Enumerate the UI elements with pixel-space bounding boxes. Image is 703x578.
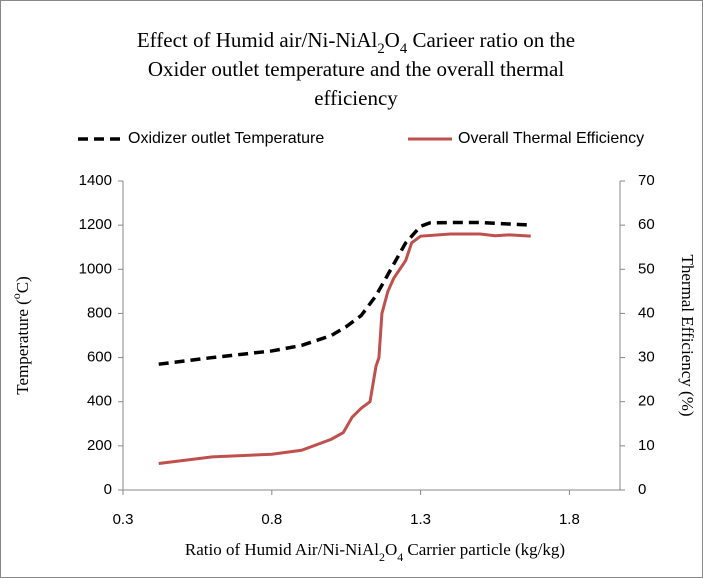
x-tick-label: 0.3 (113, 511, 134, 528)
y2-tick-label: 60 (638, 216, 655, 233)
y-axis-label: Temperature (oC) (9, 276, 32, 395)
chart-title: Oxider outlet temperature and the overal… (148, 57, 564, 81)
y2-tick-label: 10 (638, 437, 655, 454)
x-axis-label: Ratio of Humid Air/Ni-NiAl2O4 Carrier pa… (185, 540, 565, 564)
series-line (158, 220, 531, 366)
y2-tick-label: 20 (638, 393, 655, 410)
y-tick-label: 1200 (79, 216, 112, 233)
x-tick-label: 1.3 (410, 511, 431, 528)
y2-tick-label: 70 (638, 172, 655, 189)
y-tick-label: 200 (87, 437, 112, 454)
y2-axis-label: Thermal Efficiency (%) (678, 254, 697, 416)
y-tick-label: 1400 (79, 172, 112, 189)
y-tick-label: 1000 (79, 260, 112, 277)
y-tick-label: 0 (104, 481, 112, 498)
chart-title: Effect of Humid air/Ni-NiAl2O4 Carieer r… (137, 28, 575, 58)
series-line (158, 232, 531, 466)
y-tick-label: 800 (87, 304, 112, 321)
legend-label: Overall Thermal Efficiency (458, 130, 644, 147)
chart-title: efficiency (314, 86, 398, 110)
x-tick-label: 0.8 (261, 511, 282, 528)
y-tick-label: 600 (87, 349, 112, 366)
y2-tick-label: 40 (638, 304, 655, 321)
y2-tick-label: 50 (638, 260, 655, 277)
y2-tick-label: 0 (638, 481, 646, 498)
legend-label: Oxidizer outlet Temperature (128, 130, 324, 147)
y-tick-label: 400 (87, 393, 112, 410)
x-tick-label: 1.8 (559, 511, 580, 528)
y2-tick-label: 30 (638, 349, 655, 366)
